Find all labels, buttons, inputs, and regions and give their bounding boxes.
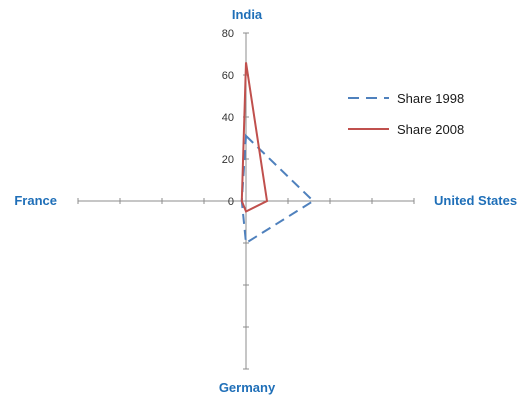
axis-title-france: France <box>14 193 57 208</box>
tick-label-0: 0 <box>228 196 234 208</box>
tick-label-80: 80 <box>222 28 234 40</box>
series-layer <box>240 62 315 245</box>
legend-label-share-2008: Share 2008 <box>397 122 464 137</box>
axis-title-india: India <box>232 7 263 22</box>
tick-label-20: 20 <box>222 154 234 166</box>
legend-label-share-1998: Share 1998 <box>397 91 464 106</box>
axis-title-united-states: United States <box>434 193 517 208</box>
tick-label-40: 40 <box>222 112 234 124</box>
series-share-2008 <box>240 62 269 213</box>
tick-label-60: 60 <box>222 70 234 82</box>
series-share-1998 <box>240 133 315 245</box>
legend: Share 1998 Share 2008 <box>348 91 464 137</box>
axis-title-germany: Germany <box>219 380 276 395</box>
